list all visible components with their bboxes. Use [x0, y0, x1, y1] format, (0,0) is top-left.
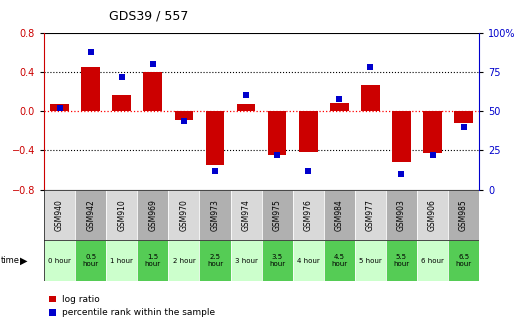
Text: 5 hour: 5 hour	[359, 258, 382, 264]
Text: 3.5
hour: 3.5 hour	[269, 254, 285, 267]
Text: GSM942: GSM942	[86, 199, 95, 231]
Bar	[355, 240, 386, 281]
Bar	[262, 190, 293, 240]
Bar	[44, 190, 75, 240]
Text: 6.5
hour: 6.5 hour	[455, 254, 472, 267]
Text: GSM975: GSM975	[272, 199, 282, 231]
Text: 3 hour: 3 hour	[235, 258, 257, 264]
Bar	[199, 190, 231, 240]
Bar	[392, 111, 411, 162]
Bar	[262, 240, 293, 281]
Bar	[199, 240, 231, 281]
Bar	[237, 104, 255, 111]
Bar	[112, 95, 131, 111]
Text: 5.5
hour: 5.5 hour	[393, 254, 410, 267]
Text: log ratio: log ratio	[62, 295, 100, 304]
Bar	[137, 240, 168, 281]
Text: 4 hour: 4 hour	[297, 258, 320, 264]
Text: time: time	[1, 256, 20, 265]
Bar	[355, 190, 386, 240]
Text: 2 hour: 2 hour	[172, 258, 195, 264]
Bar	[423, 111, 442, 153]
Text: ▶: ▶	[20, 256, 27, 266]
Bar	[137, 190, 168, 240]
Text: 2.5
hour: 2.5 hour	[207, 254, 223, 267]
Text: 0 hour: 0 hour	[48, 258, 71, 264]
Bar	[143, 72, 162, 111]
Bar	[75, 190, 106, 240]
Bar	[268, 111, 286, 155]
Text: GDS39 / 557: GDS39 / 557	[109, 10, 189, 23]
Text: GSM903: GSM903	[397, 199, 406, 231]
Text: percentile rank within the sample: percentile rank within the sample	[62, 308, 215, 318]
Bar	[231, 240, 262, 281]
Bar	[361, 85, 380, 111]
Bar	[168, 190, 199, 240]
Bar	[50, 104, 69, 111]
Text: 6 hour: 6 hour	[421, 258, 444, 264]
Text: GSM969: GSM969	[148, 199, 157, 231]
Text: GSM974: GSM974	[241, 199, 251, 231]
Text: GSM976: GSM976	[304, 199, 313, 231]
Bar	[293, 190, 324, 240]
Text: 4.5
hour: 4.5 hour	[331, 254, 348, 267]
Bar	[330, 103, 349, 111]
Bar	[106, 190, 137, 240]
Bar	[168, 240, 199, 281]
Bar	[386, 240, 417, 281]
Text: GSM977: GSM977	[366, 199, 375, 231]
Text: GSM910: GSM910	[117, 199, 126, 231]
Bar	[324, 190, 355, 240]
Bar	[324, 240, 355, 281]
Text: GSM970: GSM970	[179, 199, 189, 231]
Bar	[386, 190, 417, 240]
Bar	[454, 111, 473, 123]
Bar	[448, 190, 479, 240]
Text: GSM973: GSM973	[210, 199, 220, 231]
Bar	[81, 67, 100, 111]
Bar	[231, 190, 262, 240]
Bar	[293, 240, 324, 281]
Text: GSM940: GSM940	[55, 199, 64, 231]
Bar	[448, 240, 479, 281]
Text: GSM985: GSM985	[459, 199, 468, 231]
Bar	[299, 111, 318, 152]
Bar	[417, 240, 448, 281]
Bar	[75, 240, 106, 281]
Bar	[106, 240, 137, 281]
Text: 0.5
hour: 0.5 hour	[82, 254, 99, 267]
Text: 1.5
hour: 1.5 hour	[145, 254, 161, 267]
Text: 1 hour: 1 hour	[110, 258, 133, 264]
Bar	[175, 111, 193, 120]
Bar	[206, 111, 224, 165]
Text: GSM984: GSM984	[335, 199, 344, 231]
Text: GSM906: GSM906	[428, 199, 437, 231]
Bar	[44, 240, 75, 281]
Bar	[417, 190, 448, 240]
